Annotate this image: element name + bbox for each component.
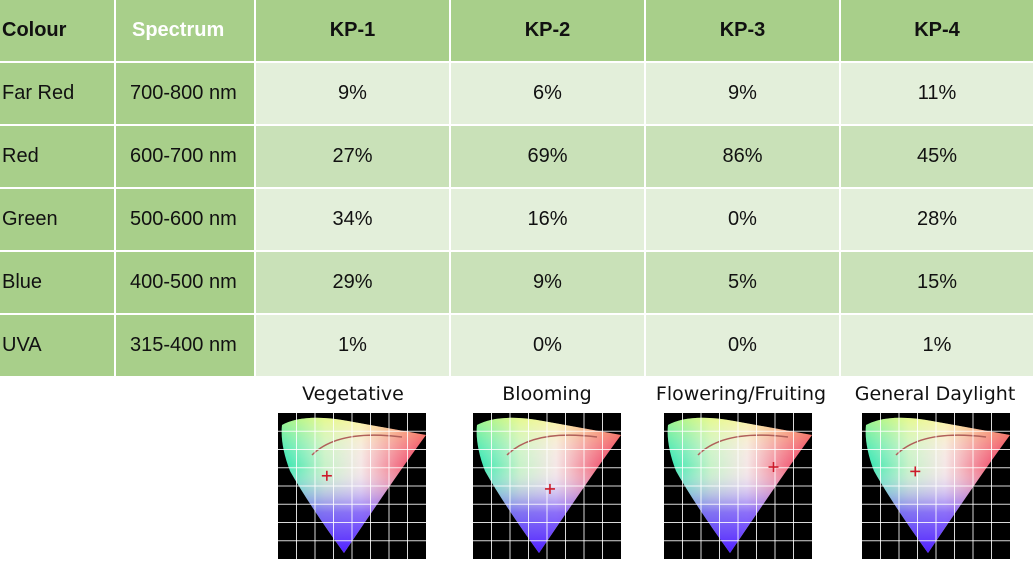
cie-locus-curve bbox=[506, 434, 598, 456]
table-row: Red 600-700 nm 27% 69% 86% 45% bbox=[0, 126, 1033, 187]
kp2-value: 69% bbox=[451, 126, 644, 187]
kp2-value: 0% bbox=[451, 315, 644, 376]
cie-locus-curve bbox=[697, 434, 789, 456]
kp3-value: 9% bbox=[646, 63, 839, 124]
kp1-value: 9% bbox=[256, 63, 449, 124]
cie-locus-curve bbox=[311, 434, 403, 456]
row-spectrum-range: 700-800 nm bbox=[116, 63, 254, 124]
header-kp4: KP-4 bbox=[841, 0, 1033, 61]
table-row: Far Red 700-800 nm 9% 6% 9% 11% bbox=[0, 63, 1033, 124]
cie-chart-blooming: Blooming bbox=[450, 380, 644, 562]
row-spectrum-range: 500-600 nm bbox=[116, 189, 254, 250]
cie-chromaticity-diagram bbox=[473, 413, 621, 559]
cie-gamut-shade bbox=[476, 417, 621, 553]
row-spectrum-range: 600-700 nm bbox=[116, 126, 254, 187]
row-spectrum-range: 315-400 nm bbox=[116, 315, 254, 376]
cie-chromaticity-diagram bbox=[862, 413, 1010, 559]
cie-marker-icon bbox=[768, 462, 779, 473]
kp4-value: 11% bbox=[841, 63, 1033, 124]
kp3-value: 5% bbox=[646, 252, 839, 313]
header-colour: Colour bbox=[0, 0, 114, 61]
kp1-value: 34% bbox=[256, 189, 449, 250]
cie-locus-curve bbox=[895, 434, 987, 456]
kp2-value: 9% bbox=[451, 252, 644, 313]
cie-caption: General Daylight bbox=[854, 383, 1016, 405]
cie-gamut-shade bbox=[865, 417, 1010, 553]
kp4-value: 45% bbox=[841, 126, 1033, 187]
header-kp3: KP-3 bbox=[646, 0, 839, 61]
cie-chromaticity-diagram bbox=[664, 413, 812, 559]
table-header-row: Colour Spectrum KP-1 KP-2 KP-3 KP-4 bbox=[0, 0, 1033, 61]
header-kp2: KP-2 bbox=[451, 0, 644, 61]
row-colour-label: Green bbox=[0, 189, 114, 250]
kp4-value: 15% bbox=[841, 252, 1033, 313]
cie-chromaticity-diagram bbox=[278, 413, 426, 559]
kp1-value: 27% bbox=[256, 126, 449, 187]
kp4-value: 28% bbox=[841, 189, 1033, 250]
cie-marker-icon bbox=[544, 483, 555, 494]
table-row: UVA 315-400 nm 1% 0% 0% 1% bbox=[0, 315, 1033, 376]
kp2-value: 6% bbox=[451, 63, 644, 124]
row-spectrum-range: 400-500 nm bbox=[116, 252, 254, 313]
cie-caption: Flowering/Fruiting bbox=[655, 383, 827, 405]
cie-caption: Vegetative bbox=[302, 383, 404, 405]
kp3-value: 86% bbox=[646, 126, 839, 187]
kp3-value: 0% bbox=[646, 315, 839, 376]
header-spectrum: Spectrum bbox=[116, 0, 254, 61]
row-colour-label: UVA bbox=[0, 315, 114, 376]
table-row: Blue 400-500 nm 29% 9% 5% 15% bbox=[0, 252, 1033, 313]
row-colour-label: Far Red bbox=[0, 63, 114, 124]
kp3-value: 0% bbox=[646, 189, 839, 250]
row-colour-label: Red bbox=[0, 126, 114, 187]
kp2-value: 16% bbox=[451, 189, 644, 250]
cie-chart-vegetative: Vegetative bbox=[256, 380, 450, 562]
cie-marker-icon bbox=[910, 466, 921, 477]
header-kp1: KP-1 bbox=[256, 0, 449, 61]
cie-gamut-shade bbox=[667, 417, 812, 553]
cie-marker-icon bbox=[321, 470, 332, 481]
kp1-value: 29% bbox=[256, 252, 449, 313]
kp1-value: 1% bbox=[256, 315, 449, 376]
cie-chart-general-daylight: General Daylight bbox=[838, 380, 1032, 562]
spectrum-table: Colour Spectrum KP-1 KP-2 KP-3 KP-4 Far … bbox=[0, 0, 1033, 376]
cie-caption: Blooming bbox=[502, 383, 592, 405]
table-row: Green 500-600 nm 34% 16% 0% 28% bbox=[0, 189, 1033, 250]
row-colour-label: Blue bbox=[0, 252, 114, 313]
kp4-value: 1% bbox=[841, 315, 1033, 376]
cie-chart-flowering-fruiting: Flowering/Fruiting bbox=[644, 380, 838, 562]
cie-gamut-shade bbox=[281, 417, 426, 553]
